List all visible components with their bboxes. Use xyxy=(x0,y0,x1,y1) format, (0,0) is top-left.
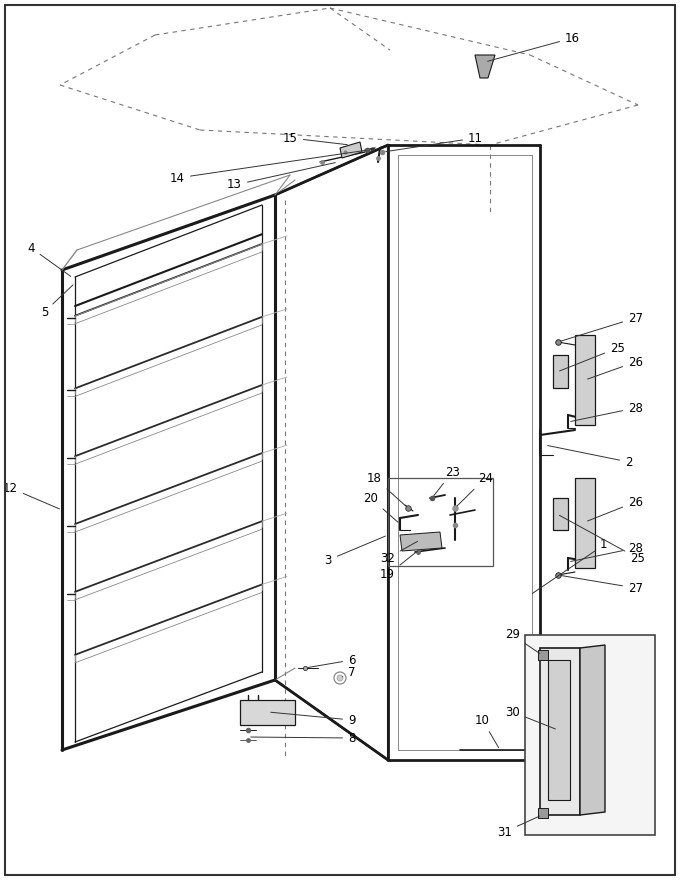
Polygon shape xyxy=(553,355,568,388)
Text: 25: 25 xyxy=(560,341,625,371)
Text: 12: 12 xyxy=(3,481,59,509)
Text: 4: 4 xyxy=(27,241,71,276)
Bar xyxy=(525,635,655,835)
Text: 27: 27 xyxy=(560,312,643,341)
Text: 23: 23 xyxy=(434,466,460,495)
Text: 30: 30 xyxy=(505,706,556,729)
Polygon shape xyxy=(575,478,595,568)
Text: 5: 5 xyxy=(41,285,73,319)
Text: 7: 7 xyxy=(343,665,356,678)
Text: 6: 6 xyxy=(308,654,356,668)
Text: 29: 29 xyxy=(505,628,540,654)
Circle shape xyxy=(337,675,343,681)
Polygon shape xyxy=(580,645,605,815)
Text: 28: 28 xyxy=(571,401,643,422)
Polygon shape xyxy=(538,650,548,660)
Polygon shape xyxy=(553,498,568,530)
Text: 20: 20 xyxy=(363,492,398,522)
Text: 10: 10 xyxy=(475,714,498,748)
Text: 15: 15 xyxy=(283,131,347,144)
Text: 14: 14 xyxy=(170,150,365,185)
Polygon shape xyxy=(575,335,595,425)
Text: 3: 3 xyxy=(324,536,386,567)
Text: 25: 25 xyxy=(560,516,645,564)
Text: 2: 2 xyxy=(547,445,632,468)
Text: 26: 26 xyxy=(588,495,643,521)
Text: 18: 18 xyxy=(367,472,406,506)
Polygon shape xyxy=(240,700,295,725)
Text: 24: 24 xyxy=(457,472,493,506)
Text: 13: 13 xyxy=(227,163,335,192)
Text: 1: 1 xyxy=(532,539,607,593)
Text: 32: 32 xyxy=(380,541,418,564)
Polygon shape xyxy=(475,55,495,78)
Text: 8: 8 xyxy=(251,731,356,744)
Text: 9: 9 xyxy=(271,712,356,727)
Polygon shape xyxy=(340,142,362,158)
Polygon shape xyxy=(400,532,442,551)
Bar xyxy=(388,478,493,566)
Text: 27: 27 xyxy=(561,576,643,595)
Text: 31: 31 xyxy=(497,816,539,839)
Polygon shape xyxy=(540,648,580,815)
Text: 11: 11 xyxy=(386,131,483,151)
Text: 16: 16 xyxy=(488,32,580,62)
Polygon shape xyxy=(538,808,548,818)
Text: 19: 19 xyxy=(380,551,418,582)
Text: 26: 26 xyxy=(588,356,643,379)
Polygon shape xyxy=(548,660,570,800)
Text: 28: 28 xyxy=(571,541,643,561)
